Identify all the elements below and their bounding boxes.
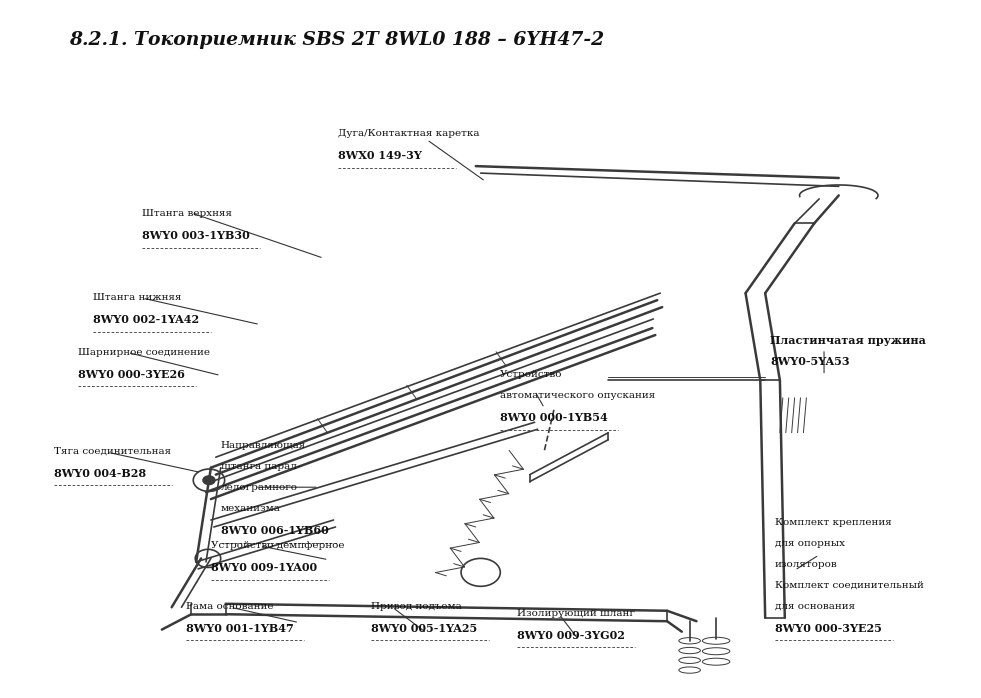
Text: штанга парал-: штанга парал- — [221, 462, 300, 471]
Text: Устройство: Устройство — [500, 370, 563, 379]
Text: 8WY0 000-3YE25: 8WY0 000-3YE25 — [775, 623, 882, 634]
Text: Комплект крепления: Комплект крепления — [775, 518, 892, 527]
Circle shape — [203, 476, 215, 484]
Text: Рама основание: Рама основание — [186, 602, 274, 611]
Text: 8WY0 006-1YB60: 8WY0 006-1YB60 — [221, 525, 329, 536]
Text: 8WY0 001-1YB47: 8WY0 001-1YB47 — [186, 623, 294, 634]
Text: Устройство демпферное: Устройство демпферное — [211, 541, 344, 550]
Text: 8WX0 149-3Y: 8WX0 149-3Y — [338, 150, 422, 161]
Text: 8WY0 009-1YA00: 8WY0 009-1YA00 — [211, 562, 317, 573]
Text: 8WY0 003-1YB30: 8WY0 003-1YB30 — [142, 230, 250, 242]
Text: Дуга/Контактная каретка: Дуга/Контактная каретка — [338, 129, 480, 138]
Text: 8WY0 005-1YA25: 8WY0 005-1YA25 — [371, 623, 477, 634]
Text: Изолирующий шланг: Изолирующий шланг — [517, 609, 635, 618]
Text: механизма: механизма — [221, 504, 281, 513]
Text: изоляторов: изоляторов — [775, 560, 838, 569]
Text: 8WY0-5YA53: 8WY0-5YA53 — [770, 356, 850, 367]
Text: Пластинчатая пружина: Пластинчатая пружина — [770, 335, 926, 346]
Text: Штанга верхняя: Штанга верхняя — [142, 209, 232, 218]
Text: для основания: для основания — [775, 602, 855, 611]
Text: Тяга соединительная: Тяга соединительная — [54, 447, 171, 456]
Text: Направляющая: Направляющая — [221, 441, 306, 450]
Text: Шарнирное соединение: Шарнирное соединение — [78, 348, 211, 357]
Text: 8.2.1. Токоприемник SBS 2T 8WL0 188 – 6YH47-2: 8.2.1. Токоприемник SBS 2T 8WL0 188 – 6Y… — [69, 31, 603, 50]
Text: Привод подъема: Привод подъема — [371, 602, 462, 611]
Text: Штанга нижняя: Штанга нижняя — [93, 293, 181, 302]
Text: для опорных: для опорных — [775, 539, 845, 548]
Text: 8WY0 000-1YB54: 8WY0 000-1YB54 — [500, 412, 608, 423]
Text: 8WY0 002-1YA42: 8WY0 002-1YA42 — [93, 314, 199, 325]
Text: автоматического опускания: автоматического опускания — [500, 391, 655, 400]
Text: Комплект соединительный: Комплект соединительный — [775, 581, 924, 590]
Text: лелограмного: лелограмного — [221, 483, 297, 492]
Text: 8WY0 009-3YG02: 8WY0 009-3YG02 — [517, 630, 625, 641]
Text: 8WY0 004-B28: 8WY0 004-B28 — [54, 468, 146, 479]
Text: 8WY0 000-3YE26: 8WY0 000-3YE26 — [78, 369, 185, 380]
